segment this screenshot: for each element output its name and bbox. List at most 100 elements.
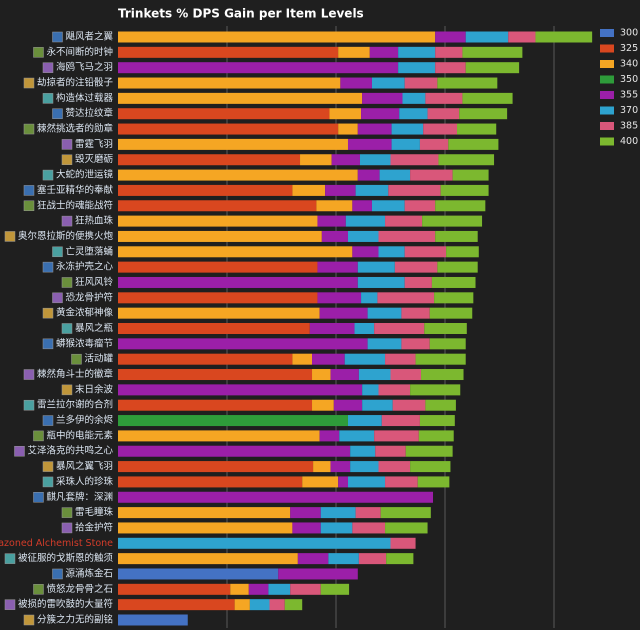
category-label: 暴风之翼飞羽 [56, 460, 113, 472]
bar-segment [388, 184, 441, 196]
item-icon [23, 77, 35, 89]
bar-segment [378, 246, 405, 258]
bar-segment [357, 261, 395, 273]
legend-label: 400 [620, 136, 638, 147]
bar-segment [402, 92, 426, 104]
bar-segment [347, 230, 379, 242]
item-icon [14, 445, 25, 457]
bar-segment [312, 353, 345, 365]
bar-segment [392, 399, 426, 411]
bar-segment [359, 154, 391, 166]
chart-title: Trinkets % DPS Gain per Item Levels [118, 7, 364, 21]
item-icon [61, 323, 73, 334]
category-label: 雷兰拉尔谢的合剂 [37, 399, 113, 411]
bar-segment [118, 46, 339, 58]
bar-segment [394, 261, 438, 273]
bar-segment [300, 154, 332, 166]
item-icon [52, 31, 63, 43]
category-label: 奥尔恩拉斯的便携火炮 [18, 230, 114, 242]
bar-segment [118, 415, 348, 427]
bar-segment [319, 307, 368, 319]
bar-segment [404, 246, 447, 258]
bar-segment [309, 323, 355, 334]
bar-segment [355, 507, 381, 519]
bar-segment [345, 215, 386, 227]
bar-segment [344, 353, 386, 365]
bar-segment [118, 246, 353, 258]
bar-segment [357, 169, 380, 181]
item-icon [71, 353, 82, 365]
bar-segment [333, 399, 363, 411]
bar-segment [423, 123, 457, 135]
bar-segment [361, 108, 400, 120]
bar-segment [390, 154, 439, 166]
bar-segment [378, 384, 411, 396]
bar-segment [355, 184, 389, 196]
bar-segment [118, 522, 293, 534]
bar-segment [118, 108, 330, 120]
legend-swatch [600, 44, 614, 53]
category-label: 雷毛瞳珠 [75, 506, 114, 518]
legend-swatch [600, 75, 614, 84]
bar-segment [418, 430, 454, 442]
bar-segment [118, 323, 310, 334]
item-icon [52, 568, 63, 580]
bar-segment [399, 108, 428, 120]
bar-segment [338, 476, 348, 488]
bar-segment [462, 46, 523, 58]
bar-segment [118, 445, 351, 457]
item-icon [42, 307, 54, 319]
item-icon [33, 492, 44, 503]
bar-segment [347, 476, 386, 488]
bar-segment [391, 123, 424, 135]
bar-segment [352, 522, 386, 534]
bar-segment [269, 599, 285, 611]
bar-segment [404, 77, 438, 89]
category-label: 愤怒龙骨骨之石 [46, 583, 113, 595]
bar-segment [118, 292, 318, 304]
bar-segment [404, 200, 436, 212]
bar-segment [369, 46, 399, 58]
category-label: 构造体过载器 [56, 92, 114, 104]
item-icon [42, 461, 54, 472]
category-label: 棘然角斗士的徽章 [37, 368, 114, 380]
bar-segment [320, 583, 350, 595]
bar-segment [378, 461, 411, 473]
category-label: 棘然挑选者的勋章 [37, 123, 114, 135]
category-label: 分簇之力无的副铭 [37, 614, 113, 626]
item-icon [61, 154, 73, 165]
bar-segment [317, 261, 358, 273]
bar-segment [312, 369, 331, 381]
bar-segment [321, 230, 348, 242]
item-icon [61, 507, 73, 518]
bar-segment [371, 77, 405, 89]
bar-segment [417, 476, 450, 488]
category-label: 被征服的戈斯恩的触须 [18, 552, 114, 564]
bar-segment [338, 46, 370, 58]
bar-segment [425, 399, 456, 411]
category-label: 大蛇的泄运镜 [56, 169, 114, 181]
bar-segment [401, 338, 430, 350]
bar-segment [434, 292, 474, 304]
bar-segment [118, 353, 293, 365]
item-icon [33, 47, 44, 58]
item-icon [33, 584, 44, 595]
bar-segment [448, 138, 499, 150]
bar-segment [118, 92, 363, 104]
bar-segment [367, 307, 402, 319]
category-label: 源涌炼金石 [65, 567, 113, 579]
bar-segment [424, 323, 467, 334]
bar-segment [362, 92, 403, 104]
item-icon [4, 231, 16, 242]
bar-segment [462, 92, 513, 104]
category-label: 狂战士的魂能战符 [37, 199, 113, 211]
bar-segment [302, 476, 339, 488]
bar-segment [440, 184, 489, 196]
category-label: 永不间断的时钟 [46, 46, 113, 58]
item-icon [4, 553, 16, 564]
bar-segment [358, 553, 387, 565]
bar-segment [421, 369, 464, 381]
bar-segment [118, 169, 358, 181]
bar-segment [118, 430, 320, 442]
legend-label: 385 [620, 121, 638, 132]
